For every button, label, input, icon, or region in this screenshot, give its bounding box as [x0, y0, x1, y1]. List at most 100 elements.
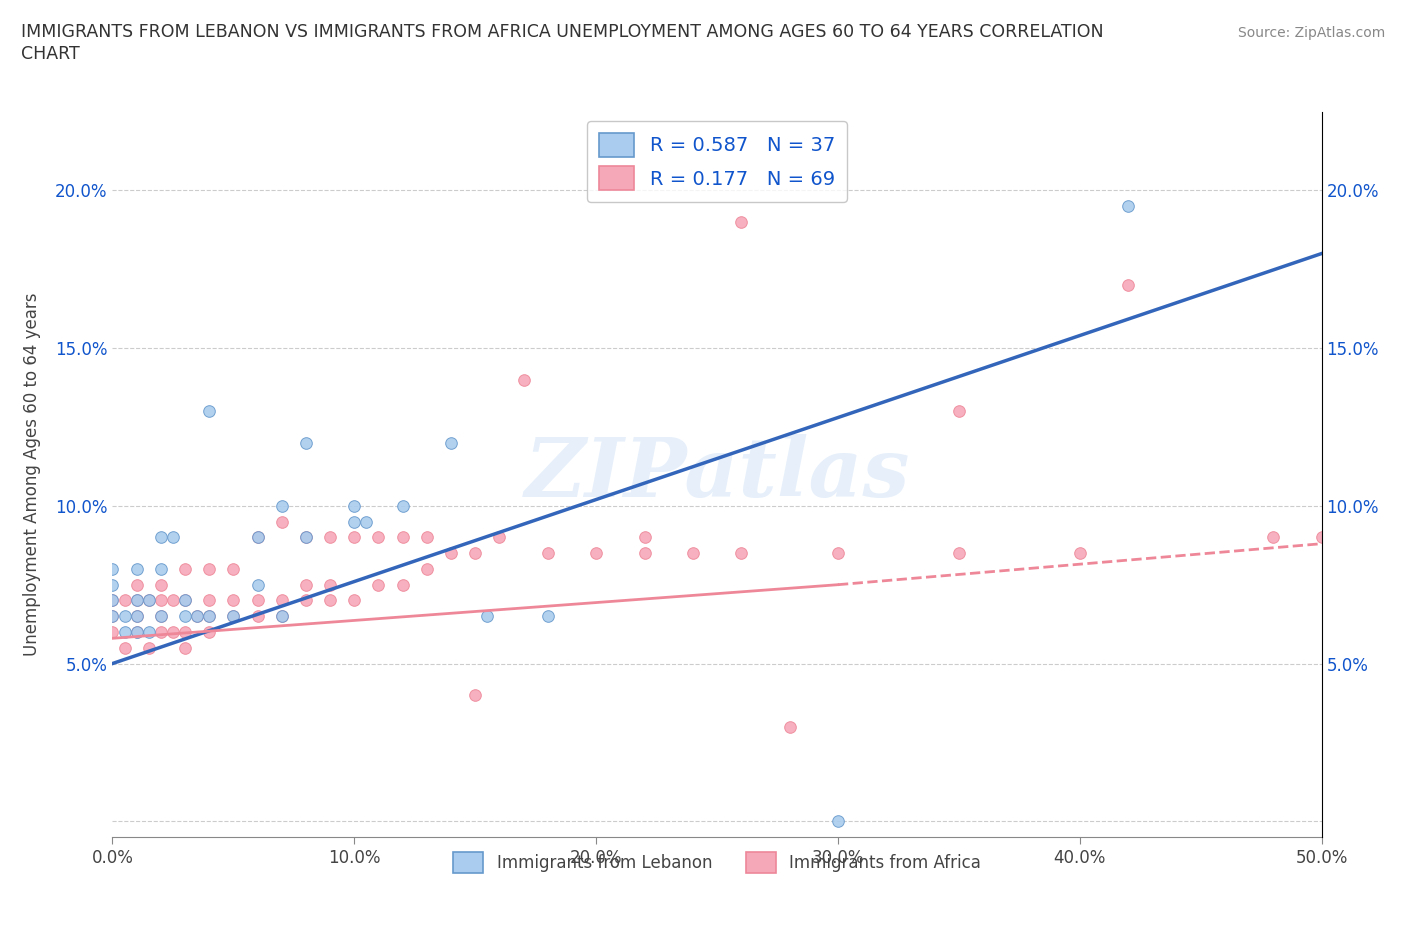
Point [174, 625, 197, 640]
Point [246, 593, 269, 608]
Point [512, 372, 534, 387]
Point [633, 546, 655, 561]
Point [1116, 278, 1139, 293]
Point [198, 593, 221, 608]
Point [138, 641, 160, 656]
Point [198, 562, 221, 577]
Point [125, 578, 148, 592]
Point [295, 530, 318, 545]
Point [186, 609, 208, 624]
Point [464, 687, 486, 702]
Point [198, 404, 221, 418]
Legend: Immigrants from Lebanon, Immigrants from Africa: Immigrants from Lebanon, Immigrants from… [447, 845, 987, 880]
Point [827, 814, 849, 829]
Point [125, 562, 148, 577]
Point [416, 530, 439, 545]
Text: Source: ZipAtlas.com: Source: ZipAtlas.com [1237, 26, 1385, 40]
Point [343, 514, 366, 529]
Y-axis label: Unemployment Among Ages 60 to 64 years: Unemployment Among Ages 60 to 64 years [24, 293, 41, 656]
Point [682, 546, 704, 561]
Point [138, 625, 160, 640]
Point [101, 625, 124, 640]
Point [730, 546, 752, 561]
Point [101, 593, 124, 608]
Point [125, 625, 148, 640]
Point [827, 546, 849, 561]
Point [391, 578, 413, 592]
Point [246, 530, 269, 545]
Point [101, 609, 124, 624]
Point [174, 562, 197, 577]
Point [125, 609, 148, 624]
Point [149, 609, 172, 624]
Point [270, 593, 292, 608]
Point [222, 562, 245, 577]
Point [1263, 530, 1285, 545]
Point [1310, 530, 1333, 545]
Point [270, 609, 292, 624]
Point [1116, 199, 1139, 214]
Point [367, 578, 389, 592]
Point [198, 625, 221, 640]
Point [114, 625, 136, 640]
Point [391, 498, 413, 513]
Point [440, 546, 463, 561]
Text: IMMIGRANTS FROM LEBANON VS IMMIGRANTS FROM AFRICA UNEMPLOYMENT AMONG AGES 60 TO : IMMIGRANTS FROM LEBANON VS IMMIGRANTS FR… [21, 23, 1104, 41]
Point [186, 609, 208, 624]
Point [149, 609, 172, 624]
Point [343, 593, 366, 608]
Point [125, 593, 148, 608]
Point [948, 404, 970, 418]
Point [319, 530, 342, 545]
Text: CHART: CHART [21, 45, 80, 62]
Point [162, 530, 184, 545]
Point [246, 530, 269, 545]
Point [246, 609, 269, 624]
Point [343, 530, 366, 545]
Point [295, 435, 318, 450]
Point [174, 593, 197, 608]
Point [125, 625, 148, 640]
Point [162, 593, 184, 608]
Point [779, 719, 801, 734]
Point [101, 578, 124, 592]
Point [149, 578, 172, 592]
Point [222, 609, 245, 624]
Point [270, 514, 292, 529]
Point [222, 609, 245, 624]
Point [464, 546, 486, 561]
Point [295, 578, 318, 592]
Point [174, 609, 197, 624]
Text: ZIPatlas: ZIPatlas [524, 434, 910, 514]
Point [114, 641, 136, 656]
Point [101, 562, 124, 577]
Point [356, 514, 378, 529]
Point [198, 609, 221, 624]
Point [343, 498, 366, 513]
Point [101, 593, 124, 608]
Point [162, 625, 184, 640]
Point [198, 609, 221, 624]
Point [149, 593, 172, 608]
Point [270, 609, 292, 624]
Point [488, 530, 510, 545]
Point [585, 546, 607, 561]
Point [270, 498, 292, 513]
Point [101, 609, 124, 624]
Point [537, 609, 560, 624]
Point [367, 530, 389, 545]
Point [149, 562, 172, 577]
Point [295, 530, 318, 545]
Point [174, 593, 197, 608]
Point [222, 593, 245, 608]
Point [319, 578, 342, 592]
Point [477, 609, 499, 624]
Point [537, 546, 560, 561]
Point [440, 435, 463, 450]
Point [948, 546, 970, 561]
Point [391, 530, 413, 545]
Point [149, 625, 172, 640]
Point [730, 215, 752, 230]
Point [138, 593, 160, 608]
Point [319, 593, 342, 608]
